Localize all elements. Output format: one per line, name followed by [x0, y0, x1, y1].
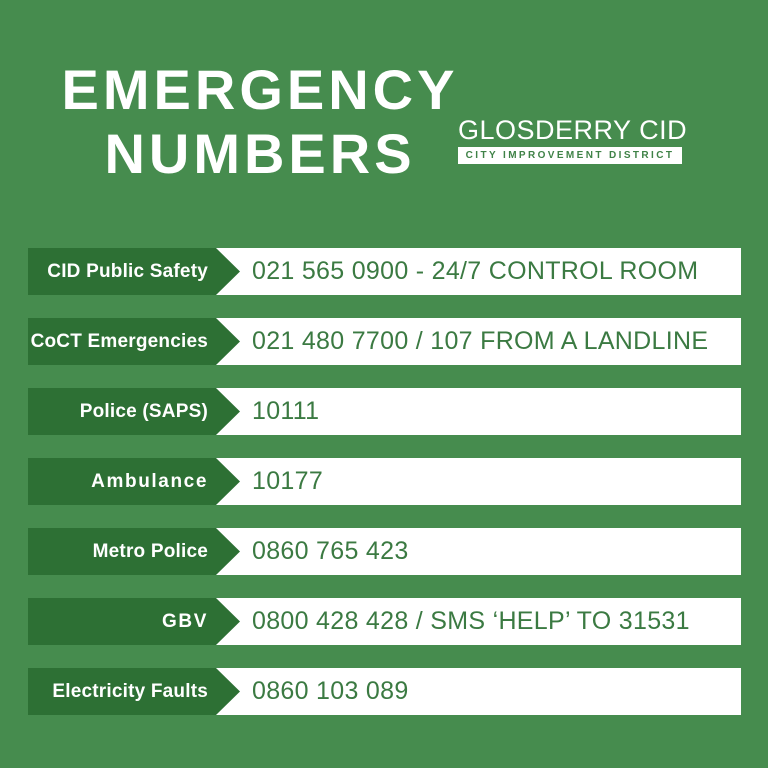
glosderry-cid-logo: GLOSDERRY CID CITY IMPROVEMENT DISTRICT	[458, 110, 688, 164]
poster-header: EMERGENCY NUMBERS GLOSDERRY CID CITY IMP…	[0, 58, 768, 208]
row-label-tag: CID Public Safety	[28, 248, 240, 295]
row-label: Police (SAPS)	[79, 400, 208, 422]
list-item: Electricity Faults 0860 103 089	[0, 668, 768, 715]
row-label-tag: Ambulance	[28, 458, 240, 505]
row-label: CID Public Safety	[47, 260, 208, 282]
list-item: Metro Police 0860 765 423	[0, 528, 768, 575]
row-label: Electricity Faults	[52, 680, 208, 702]
row-label: Ambulance	[91, 470, 208, 492]
row-label-tag: Electricity Faults	[28, 668, 240, 715]
logo-wordmark: GLOSDERRY CID	[458, 115, 688, 145]
row-label-tag: Metro Police	[28, 528, 240, 575]
row-label: CoCT Emergencies	[30, 330, 208, 352]
emergency-numbers-list: CID Public Safety 021 565 0900 - 24/7 CO…	[0, 248, 768, 738]
row-value: 021 480 7700 / 107 FROM A LANDLINE	[252, 327, 709, 355]
list-item: CID Public Safety 021 565 0900 - 24/7 CO…	[0, 248, 768, 295]
logo-wordmark-row: GLOSDERRY CID	[458, 110, 688, 144]
list-item: CoCT Emergencies 021 480 7700 / 107 FROM…	[0, 318, 768, 365]
row-value: 10111	[252, 397, 320, 425]
row-value: 021 565 0900 - 24/7 CONTROL ROOM	[252, 257, 699, 285]
row-label-tag: Police (SAPS)	[28, 388, 240, 435]
title-line-1: EMERGENCY	[61, 58, 459, 121]
row-value: 10177	[252, 467, 324, 495]
row-label: Metro Police	[92, 540, 208, 562]
row-value: 0860 103 089	[252, 677, 409, 705]
page-title: EMERGENCY NUMBERS	[60, 58, 460, 186]
logo-subtitle-band: CITY IMPROVEMENT DISTRICT	[458, 147, 682, 164]
list-item: GBV 0800 428 428 / SMS ‘HELP’ TO 31531	[0, 598, 768, 645]
logo-subtitle: CITY IMPROVEMENT DISTRICT	[465, 150, 675, 161]
list-item: Ambulance 10177	[0, 458, 768, 505]
list-item: Police (SAPS) 10111	[0, 388, 768, 435]
row-label-tag: GBV	[28, 598, 240, 645]
row-label-tag: CoCT Emergencies	[28, 318, 240, 365]
row-value: 0860 765 423	[252, 537, 409, 565]
row-label: GBV	[162, 610, 208, 632]
title-line-2: NUMBERS	[104, 122, 416, 185]
row-value: 0800 428 428 / SMS ‘HELP’ TO 31531	[252, 607, 690, 635]
